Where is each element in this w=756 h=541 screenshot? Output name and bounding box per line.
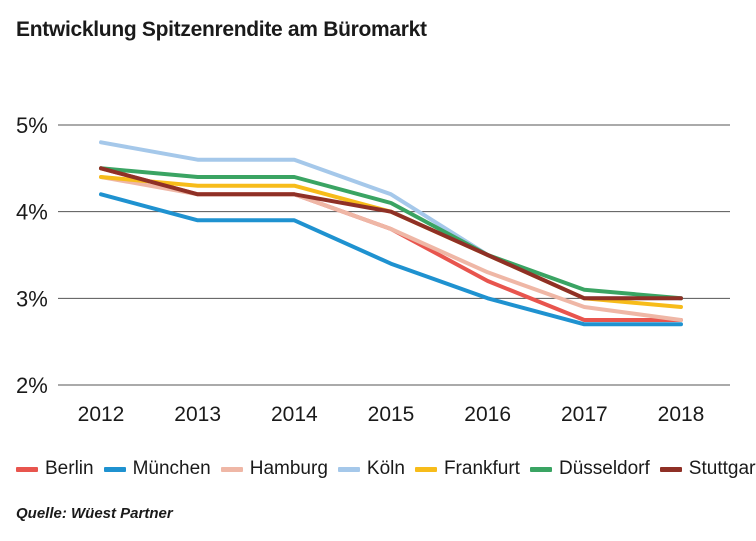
grid-lines [58,124,730,386]
legend-item: Berlin [16,458,94,480]
legend-label: München [132,458,211,479]
series-line-stuttgart [99,166,683,301]
y-tick-label: 2% [16,373,48,398]
legend-swatch [103,466,126,472]
legend-label: Frankfurt [443,458,520,479]
x-tick-label: 2015 [368,403,415,426]
y-axis-ticks: 2% 3% 4% 5% [16,113,48,398]
series-line-münchen [99,192,683,327]
legend-item: Frankfurt [414,458,520,480]
legend-label: Berlin [45,458,94,479]
y-tick-label: 5% [16,113,48,138]
legend-label: Köln [366,458,405,479]
series-line-düsseldorf [99,166,683,301]
legend: Berlin München Hamburg Köln Frankfurt Düsseld… [16,458,756,480]
x-axis-ticks: 2012 2013 2014 2015 2016 2017 2018 [78,403,705,426]
legend-label: Hamburg [249,458,328,479]
x-tick-label: 2018 [658,403,705,426]
legend-item: Stuttgart [659,458,756,480]
legend-label: Stuttgart [688,458,756,479]
legend-swatch [529,466,552,472]
legend-swatch [659,466,682,472]
legend-swatch [16,466,38,472]
chart-title: Entwicklung Spitzenrendite am Büromarkt [16,18,427,41]
source-note: Quelle: Wüest Partner [16,505,173,522]
legend-item: Hamburg [220,458,328,480]
y-tick-label: 4% [16,200,48,225]
legend-item: Düsseldorf [529,458,650,480]
x-tick-label: 2016 [464,403,511,426]
x-tick-label: 2017 [561,403,608,426]
legend-swatch [414,466,437,472]
legend-item: Köln [337,458,405,480]
legend-item: München [103,458,211,480]
series-line-köln [99,140,683,301]
legend-swatch [337,466,360,472]
y-tick-label: 3% [16,286,48,311]
x-tick-label: 2012 [78,403,125,426]
x-tick-label: 2013 [174,403,221,426]
legend-swatch [220,466,243,472]
x-tick-label: 2014 [271,403,318,426]
legend-label: Düsseldorf [558,458,650,479]
series-lines [99,140,683,327]
